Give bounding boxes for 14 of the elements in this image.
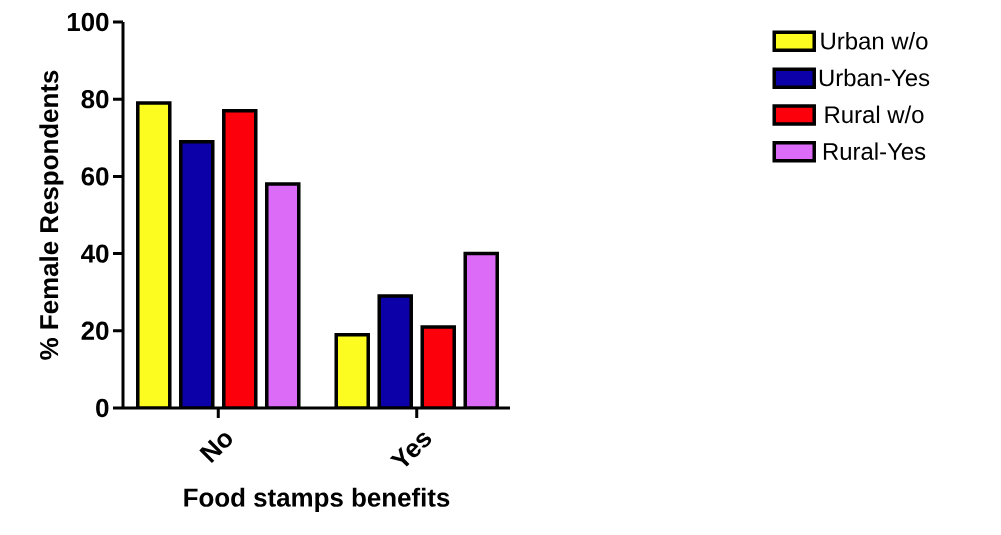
y-tick-label: 40 (81, 244, 109, 263)
y-tick-label: 100 (67, 12, 109, 32)
y-tick-label: 60 (81, 167, 109, 186)
x-axis-title: Food stamps benefits (184, 487, 450, 512)
y-tick-label: 20 (81, 321, 109, 340)
y-tick-label: 0 (96, 398, 109, 418)
y-tick-label: 80 (81, 90, 109, 109)
legend-label: Urban w/o (821, 31, 928, 50)
legend-label: Rural w/o (825, 105, 924, 124)
legend-label: Urban-Yes (819, 68, 930, 87)
x-tick-label: Yes (389, 432, 432, 467)
legend-label: Rural-Yes (823, 142, 926, 160)
y-axis-title: % Female Respondents (39, 70, 64, 360)
x-tick-label: No (199, 433, 232, 463)
